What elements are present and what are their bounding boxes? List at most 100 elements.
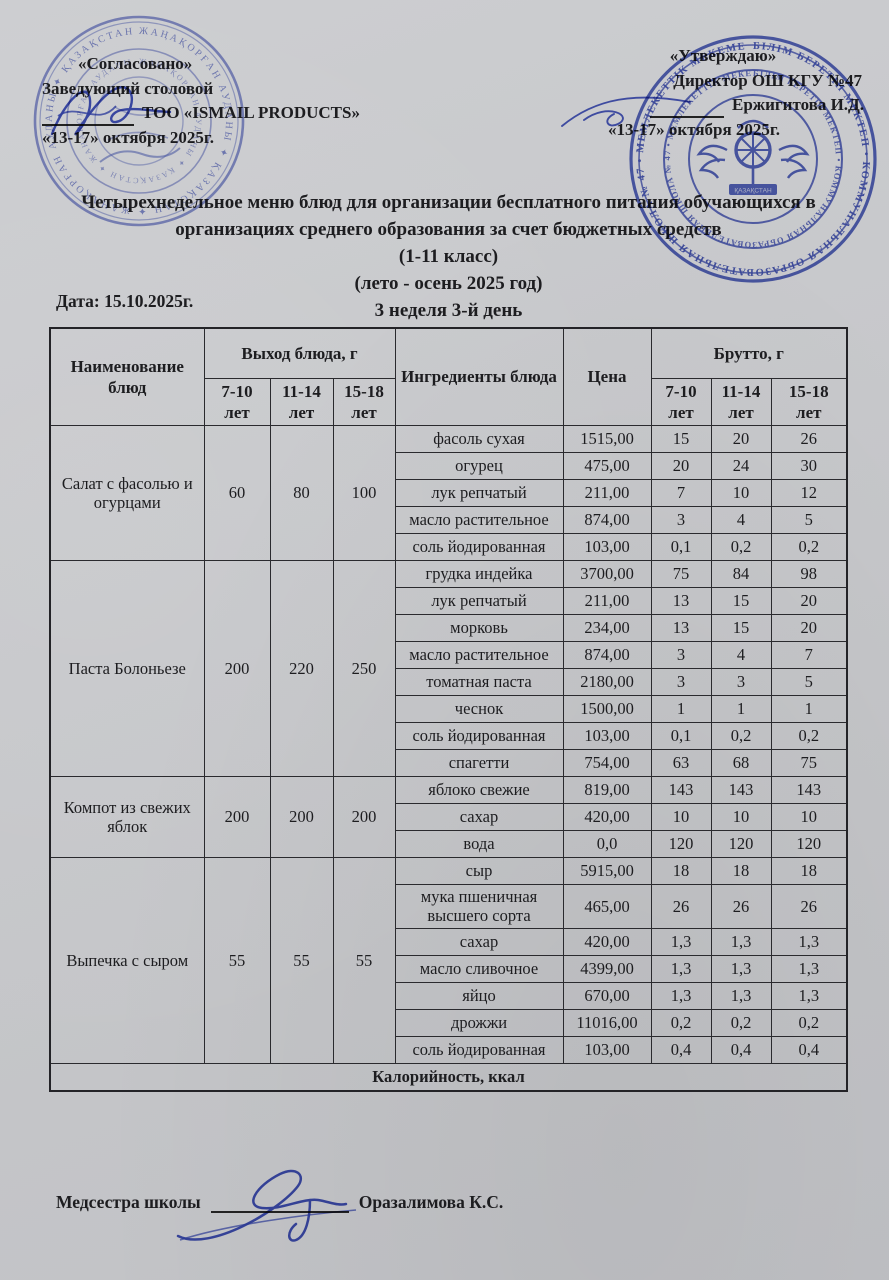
gross-cell: 75 <box>650 560 712 588</box>
signature-line <box>210 1197 349 1213</box>
yield-cell: 80 <box>269 425 334 561</box>
title-season: (лето - осень 2025 год) <box>354 272 543 294</box>
nurse-signature-block: Медсестра школы Оразалимова К.С. <box>56 1192 503 1213</box>
gross-cell: 13 <box>650 614 712 642</box>
ingredient-cell: соль йодированная <box>394 533 564 561</box>
gross-cell: 10 <box>710 803 772 831</box>
price-cell: 874,00 <box>562 641 652 669</box>
table-header-row: Наименование блюд Выход блюда, г Ингреди… <box>49 327 848 426</box>
canteen-manager-label: Заведующий столовой <box>42 78 214 98</box>
gross-cell: 0,4 <box>650 1035 712 1064</box>
gross-cell: 0,1 <box>650 722 712 750</box>
gross-cell: 20 <box>710 425 772 453</box>
col-header-price: Цена <box>562 327 652 426</box>
gross-cell: 0,2 <box>770 722 848 750</box>
table-row: Компот из свежих яблок 200 200 200 яблоко св… <box>49 776 848 858</box>
signature-line <box>650 102 725 118</box>
gross-cell: 13 <box>650 587 712 615</box>
yield-cell: 100 <box>332 425 396 561</box>
gross-cell: 120 <box>650 830 712 858</box>
table-row: Паста Болоньезе 200 220 250 грудка индейка 37… <box>49 560 848 777</box>
table-row: лук репчатый 211,00 7 10 12 <box>50 479 848 507</box>
price-cell: 0,0 <box>562 830 652 858</box>
ingredient-cell: вода <box>394 830 564 858</box>
gross-cell: 0,2 <box>650 1008 712 1037</box>
gross-cell: 143 <box>770 776 848 804</box>
ingredient-cell: мука пшеничная высшего сорта <box>394 884 564 929</box>
gross-cell: 20 <box>770 587 848 615</box>
calories-row-label: Калорийность, ккал <box>49 1062 848 1092</box>
gross-cell: 12 <box>770 479 848 507</box>
gross-cell: 143 <box>650 776 712 804</box>
gross-cell: 1,3 <box>710 981 772 1010</box>
price-cell: 234,00 <box>562 614 652 642</box>
gross-cell: 26 <box>770 425 848 453</box>
yield-cell: 200 <box>269 776 334 858</box>
table-row: масло растительное 874,00 3 4 5 <box>50 506 848 534</box>
price-cell: 5915,00 <box>562 857 652 885</box>
gross-cell: 7 <box>650 479 712 507</box>
table-row: дрожжи 11016,00 0,2 0,2 0,2 <box>50 1008 848 1037</box>
table-row: Выпечка с сыром 55 55 55 сыр 5915,00 18 18 18 <box>49 857 848 1064</box>
age-group-header: 7-10 лет <box>650 377 712 426</box>
gross-cell: 15 <box>650 425 712 453</box>
gross-cell: 0,4 <box>770 1035 848 1064</box>
price-cell: 1515,00 <box>562 425 652 453</box>
ingredient-cell: сахар <box>394 927 564 956</box>
gross-cell: 0,2 <box>770 533 848 561</box>
price-cell: 211,00 <box>562 587 652 615</box>
price-cell: 420,00 <box>562 927 652 956</box>
ingredient-cell: огурец <box>394 452 564 480</box>
ingredient-cell: масло сливочное <box>394 954 564 983</box>
title-grades: (1-11 класс) <box>398 245 499 267</box>
gross-cell: 15 <box>710 614 772 642</box>
table-row: огурец 475,00 20 24 30 <box>50 452 848 480</box>
title-main: Четырехнедельное меню блюд для организац… <box>81 192 816 240</box>
ingredient-cell: морковь <box>394 614 564 642</box>
table-row: Калорийность, ккал <box>49 1062 848 1092</box>
approval-left-block: «Согласовано» Заведующий столовой ТОО «I… <box>42 52 402 151</box>
gross-cell: 18 <box>710 857 772 885</box>
yield-cell: 250 <box>332 560 396 777</box>
gross-cell: 1,3 <box>770 954 848 983</box>
table-header-row-ages: 7-10 лет 11-14 лет 15-18 лет 7-10 лет 11… <box>50 377 848 426</box>
gross-cell: 0,2 <box>710 1008 772 1037</box>
approved-label: «Утверждаю» <box>669 46 777 65</box>
dish-name-cell: Выпечка с сыром <box>49 857 205 1064</box>
gross-cell: 1 <box>650 695 712 723</box>
gross-cell: 1,3 <box>650 954 712 983</box>
col-header-dish-name: Наименование блюд <box>49 327 205 426</box>
table-row: соль йодированная 103,00 0,1 0,2 0,2 <box>50 722 848 750</box>
table-row: мука пшеничная высшего сорта 465,00 26 26 26 <box>50 884 848 929</box>
ingredient-cell: масло растительное <box>394 641 564 669</box>
gross-cell: 120 <box>710 830 772 858</box>
yield-cell: 200 <box>332 776 396 858</box>
dish-name-cell: Паста Болоньезе <box>49 560 205 777</box>
gross-cell: 26 <box>710 884 772 929</box>
gross-cell: 3 <box>650 506 712 534</box>
dish-name-cell: Компот из свежих яблок <box>49 776 205 858</box>
table-row: чеснок 1500,00 1 1 1 <box>50 695 848 723</box>
price-cell: 3700,00 <box>562 560 652 588</box>
table-row: соль йодированная 103,00 0,4 0,4 0,4 <box>50 1035 848 1064</box>
nurse-name: Оразалимова К.С. <box>358 1192 504 1212</box>
ingredient-cell: яйцо <box>394 981 564 1010</box>
gross-cell: 98 <box>770 560 848 588</box>
col-header-ingredients: Ингредиенты блюда <box>394 327 564 426</box>
ingredient-cell: масло растительное <box>394 506 564 534</box>
ingredient-cell: сахар <box>394 803 564 831</box>
table-row: спагетти 754,00 63 68 75 <box>50 749 848 777</box>
gross-cell: 0,2 <box>770 1008 848 1037</box>
age-group-header: 7-10 лет <box>203 377 271 426</box>
gross-cell: 3 <box>650 641 712 669</box>
ingredient-cell: соль йодированная <box>394 722 564 750</box>
gross-cell: 24 <box>710 452 772 480</box>
dish-name-cell: Салат с фасолью и огурцами <box>49 425 205 561</box>
yield-cell: 200 <box>203 560 271 777</box>
approval-right-block: «Утверждаю» Директор ОШ КГУ №47 Ержигито… <box>552 44 864 143</box>
gross-cell: 84 <box>710 560 772 588</box>
gross-cell: 3 <box>710 668 772 696</box>
gross-cell: 3 <box>650 668 712 696</box>
yield-cell: 60 <box>203 425 271 561</box>
